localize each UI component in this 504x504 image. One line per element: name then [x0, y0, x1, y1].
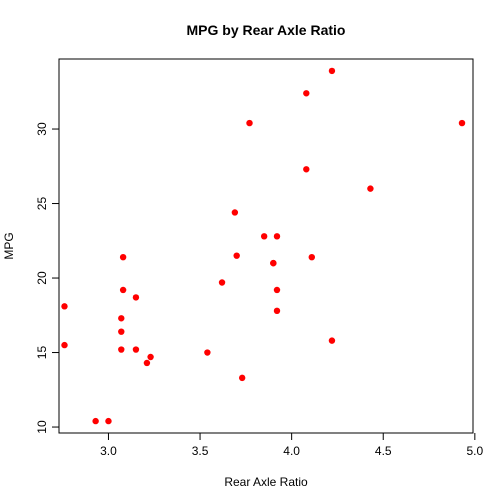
- data-point: [308, 253, 315, 261]
- data-point: [118, 315, 125, 322]
- data-point: [218, 279, 226, 286]
- data-point: [273, 233, 281, 240]
- chart-title: MPG by Rear Axle Ratio: [187, 22, 346, 38]
- y-tick-label: 15: [35, 346, 49, 360]
- y-tick-label: 25: [35, 197, 49, 211]
- data-point: [61, 303, 68, 310]
- data-point: [147, 353, 154, 361]
- y-axis: 10 15 20 25 30: [35, 122, 59, 434]
- data-point: [303, 166, 310, 173]
- y-axis-label: MPG: [2, 232, 16, 259]
- data-point: [270, 259, 277, 267]
- data-point: [143, 359, 151, 367]
- data-point: [105, 417, 112, 425]
- y-tick-label: 30: [35, 122, 49, 136]
- data-point: [260, 233, 268, 240]
- data-point: [273, 307, 281, 315]
- data-point: [328, 67, 336, 75]
- x-axis: 3.0 3.5 4.0 4.5 5.0: [100, 433, 483, 458]
- data-point: [246, 119, 253, 127]
- data-point: [132, 294, 140, 301]
- data-point: [118, 328, 125, 335]
- x-tick-label: 4.0: [283, 444, 300, 458]
- data-point: [273, 286, 281, 294]
- data-point: [119, 286, 127, 294]
- x-tick-label: 3.0: [100, 444, 117, 458]
- data-point: [238, 374, 246, 382]
- data-point: [204, 349, 211, 356]
- y-tick-label: 20: [35, 271, 49, 285]
- data-point: [231, 209, 239, 216]
- data-point: [119, 253, 127, 261]
- data-point: [458, 119, 466, 127]
- data-point: [367, 185, 374, 192]
- data-point: [233, 252, 240, 259]
- data-point: [61, 341, 68, 349]
- data-points: [61, 67, 466, 425]
- data-point: [92, 417, 99, 425]
- data-point: [303, 90, 310, 97]
- x-tick-label: 5.0: [466, 444, 483, 458]
- data-point: [118, 346, 125, 353]
- y-tick-label: 10: [35, 420, 49, 434]
- x-tick-label: 4.5: [375, 444, 392, 458]
- x-tick-label: 3.5: [192, 444, 209, 458]
- x-axis-label: Rear Axle Ratio: [224, 475, 308, 489]
- data-point: [328, 337, 336, 344]
- plot-frame: [58, 58, 474, 434]
- data-point: [132, 346, 140, 353]
